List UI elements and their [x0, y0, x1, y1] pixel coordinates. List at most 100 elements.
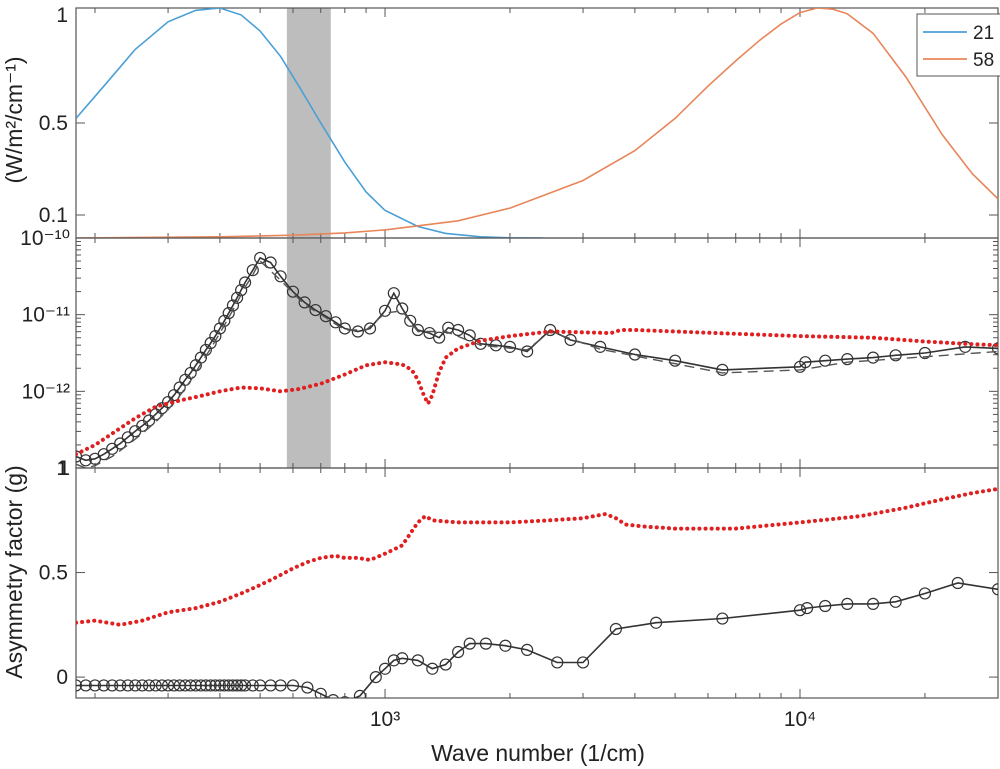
y-tick-label: 0	[56, 666, 68, 689]
data-point	[396, 652, 409, 665]
data-point	[222, 307, 235, 320]
y-tick-label: 0.5	[39, 562, 68, 585]
data-point	[991, 342, 998, 355]
data-point	[889, 595, 902, 608]
legend-box	[916, 13, 1000, 77]
data-point	[301, 681, 314, 694]
series-group	[76, 251, 998, 468]
data-point	[866, 597, 880, 611]
data-point	[411, 654, 424, 667]
data-point	[136, 679, 149, 692]
data-point	[327, 693, 339, 698]
data-point	[213, 679, 227, 692]
data-point	[246, 264, 259, 277]
data-point	[189, 679, 202, 692]
data-point	[351, 325, 364, 338]
data-point	[426, 662, 439, 675]
data-point	[230, 679, 244, 692]
data-point	[521, 345, 534, 358]
series-line-0	[76, 486, 998, 627]
data-point	[918, 587, 932, 600]
data-point	[204, 679, 217, 692]
bottom-y-axis-label: Asymmetry factor (g)	[1, 465, 27, 678]
data-point	[246, 679, 259, 692]
data-point	[433, 331, 446, 344]
data-point	[114, 437, 127, 450]
data-point	[918, 346, 932, 360]
series-line-2	[76, 328, 998, 457]
data-point	[309, 303, 322, 317]
data-point	[889, 349, 902, 362]
y-tick-label: 1	[56, 457, 68, 480]
x-tick-label: 10⁴	[784, 708, 816, 731]
y-tick-label: 0.1	[39, 204, 68, 227]
data-point	[991, 583, 998, 596]
shaded-band	[286, 8, 331, 238]
shaded-band	[286, 238, 331, 468]
data-point	[264, 256, 277, 269]
data-point	[369, 670, 382, 684]
data-point	[338, 322, 351, 335]
data-point	[521, 643, 534, 657]
data-point	[155, 679, 169, 692]
data-point	[161, 679, 175, 692]
data-point	[959, 340, 972, 353]
panel-bottom: 0 0.5 1 10³ 10⁴	[39, 457, 999, 731]
data-point	[423, 326, 436, 340]
top-y-axis-label: (W/m²/cm⁻¹)	[1, 56, 27, 183]
data-point	[499, 639, 512, 652]
data-point	[576, 656, 590, 669]
y-tick-label: 1	[56, 4, 68, 27]
data-point	[387, 287, 400, 300]
data-point	[544, 323, 557, 337]
data-point	[340, 696, 350, 698]
series-group	[76, 8, 998, 238]
series-line-1	[76, 582, 998, 698]
data-point	[286, 285, 300, 298]
data-point	[274, 679, 287, 692]
series-group	[76, 486, 998, 698]
data-point	[378, 662, 392, 675]
data-point	[222, 679, 235, 692]
plot-frame	[75, 7, 999, 239]
data-point	[841, 597, 854, 611]
data-point	[716, 363, 729, 376]
data-point	[452, 645, 465, 659]
data-point	[121, 431, 134, 444]
data-point	[184, 679, 197, 692]
data-point	[106, 679, 119, 692]
data-point	[866, 351, 880, 364]
data-point	[129, 679, 142, 692]
data-point	[463, 637, 476, 650]
data-point	[329, 316, 342, 329]
y-tick-label: 10⁻¹⁰	[20, 227, 70, 250]
data-point	[463, 329, 476, 342]
data-point	[142, 414, 156, 427]
series-line-0	[76, 8, 543, 238]
data-point	[79, 679, 92, 692]
data-point	[819, 354, 832, 367]
data-point	[79, 454, 92, 467]
data-point	[841, 353, 854, 366]
data-point	[452, 323, 465, 337]
data-point	[142, 679, 156, 692]
data-point	[716, 612, 729, 625]
data-point	[121, 679, 134, 692]
data-point	[353, 689, 367, 698]
data-point	[218, 679, 231, 692]
data-point	[793, 604, 807, 617]
data-point	[314, 687, 327, 698]
data-point	[819, 599, 832, 613]
x-tick-label: 10³	[370, 708, 400, 731]
data-point	[155, 402, 169, 415]
series-line-1	[76, 8, 998, 238]
data-point	[439, 658, 452, 671]
legend-entry: 21	[973, 23, 994, 44]
data-point	[298, 296, 311, 309]
data-point	[199, 679, 212, 692]
data-point	[226, 679, 240, 692]
data-point	[800, 601, 814, 615]
data-point	[668, 354, 682, 367]
